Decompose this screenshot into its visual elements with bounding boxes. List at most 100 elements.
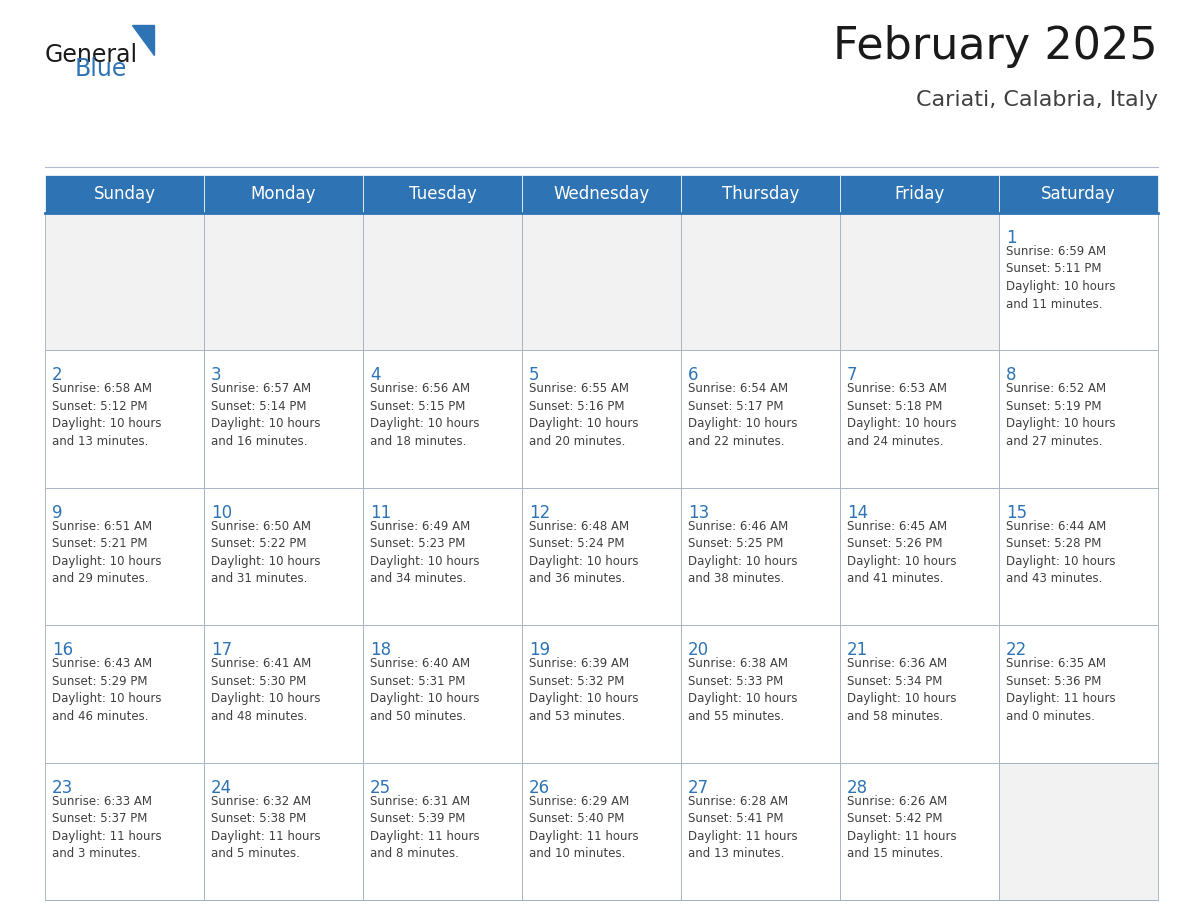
Text: 3: 3 bbox=[211, 366, 222, 385]
Text: Cariati, Calabria, Italy: Cariati, Calabria, Italy bbox=[916, 90, 1158, 110]
Bar bbox=[522, 351, 681, 487]
Text: 8: 8 bbox=[1006, 366, 1017, 385]
Text: 5: 5 bbox=[529, 366, 539, 385]
Text: Sunrise: 6:54 AM
Sunset: 5:17 PM
Daylight: 10 hours
and 22 minutes.: Sunrise: 6:54 AM Sunset: 5:17 PM Dayligh… bbox=[688, 383, 797, 448]
Text: 28: 28 bbox=[847, 778, 868, 797]
Text: Sunrise: 6:58 AM
Sunset: 5:12 PM
Daylight: 10 hours
and 13 minutes.: Sunrise: 6:58 AM Sunset: 5:12 PM Dayligh… bbox=[52, 383, 162, 448]
Text: Sunrise: 6:46 AM
Sunset: 5:25 PM
Daylight: 10 hours
and 38 minutes.: Sunrise: 6:46 AM Sunset: 5:25 PM Dayligh… bbox=[688, 520, 797, 586]
Text: Monday: Monday bbox=[251, 185, 316, 203]
Bar bbox=[45, 351, 204, 487]
Text: 14: 14 bbox=[847, 504, 868, 521]
Bar bbox=[204, 351, 364, 487]
Text: Sunrise: 6:29 AM
Sunset: 5:40 PM
Daylight: 11 hours
and 10 minutes.: Sunrise: 6:29 AM Sunset: 5:40 PM Dayligh… bbox=[529, 795, 639, 860]
Text: Sunrise: 6:52 AM
Sunset: 5:19 PM
Daylight: 10 hours
and 27 minutes.: Sunrise: 6:52 AM Sunset: 5:19 PM Dayligh… bbox=[1006, 383, 1116, 448]
Bar bbox=[840, 175, 999, 213]
Text: 23: 23 bbox=[52, 778, 74, 797]
Bar bbox=[681, 175, 840, 213]
Bar bbox=[840, 213, 999, 351]
Text: 7: 7 bbox=[847, 366, 858, 385]
Bar bbox=[840, 487, 999, 625]
Text: Sunrise: 6:48 AM
Sunset: 5:24 PM
Daylight: 10 hours
and 36 minutes.: Sunrise: 6:48 AM Sunset: 5:24 PM Dayligh… bbox=[529, 520, 638, 586]
Text: Sunrise: 6:33 AM
Sunset: 5:37 PM
Daylight: 11 hours
and 3 minutes.: Sunrise: 6:33 AM Sunset: 5:37 PM Dayligh… bbox=[52, 795, 162, 860]
Bar bbox=[364, 487, 522, 625]
Text: 1: 1 bbox=[1006, 229, 1017, 247]
Text: 26: 26 bbox=[529, 778, 550, 797]
Bar bbox=[999, 487, 1158, 625]
Text: Sunrise: 6:57 AM
Sunset: 5:14 PM
Daylight: 10 hours
and 16 minutes.: Sunrise: 6:57 AM Sunset: 5:14 PM Dayligh… bbox=[211, 383, 321, 448]
Text: Sunrise: 6:28 AM
Sunset: 5:41 PM
Daylight: 11 hours
and 13 minutes.: Sunrise: 6:28 AM Sunset: 5:41 PM Dayligh… bbox=[688, 795, 797, 860]
Bar bbox=[364, 213, 522, 351]
Text: 22: 22 bbox=[1006, 641, 1028, 659]
Text: Sunrise: 6:45 AM
Sunset: 5:26 PM
Daylight: 10 hours
and 41 minutes.: Sunrise: 6:45 AM Sunset: 5:26 PM Dayligh… bbox=[847, 520, 956, 586]
Bar bbox=[999, 625, 1158, 763]
Text: 4: 4 bbox=[369, 366, 380, 385]
Text: Sunrise: 6:36 AM
Sunset: 5:34 PM
Daylight: 10 hours
and 58 minutes.: Sunrise: 6:36 AM Sunset: 5:34 PM Dayligh… bbox=[847, 657, 956, 722]
Text: 2: 2 bbox=[52, 366, 63, 385]
Text: Sunrise: 6:41 AM
Sunset: 5:30 PM
Daylight: 10 hours
and 48 minutes.: Sunrise: 6:41 AM Sunset: 5:30 PM Dayligh… bbox=[211, 657, 321, 722]
Text: 18: 18 bbox=[369, 641, 391, 659]
Bar bbox=[364, 625, 522, 763]
Bar bbox=[204, 213, 364, 351]
Bar bbox=[681, 213, 840, 351]
Text: Sunrise: 6:56 AM
Sunset: 5:15 PM
Daylight: 10 hours
and 18 minutes.: Sunrise: 6:56 AM Sunset: 5:15 PM Dayligh… bbox=[369, 383, 480, 448]
Text: 9: 9 bbox=[52, 504, 63, 521]
Text: Sunrise: 6:32 AM
Sunset: 5:38 PM
Daylight: 11 hours
and 5 minutes.: Sunrise: 6:32 AM Sunset: 5:38 PM Dayligh… bbox=[211, 795, 321, 860]
Text: 20: 20 bbox=[688, 641, 709, 659]
Bar bbox=[999, 763, 1158, 900]
Bar bbox=[681, 351, 840, 487]
Text: 19: 19 bbox=[529, 641, 550, 659]
Text: Sunrise: 6:49 AM
Sunset: 5:23 PM
Daylight: 10 hours
and 34 minutes.: Sunrise: 6:49 AM Sunset: 5:23 PM Dayligh… bbox=[369, 520, 480, 586]
Text: 16: 16 bbox=[52, 641, 74, 659]
Text: Sunrise: 6:55 AM
Sunset: 5:16 PM
Daylight: 10 hours
and 20 minutes.: Sunrise: 6:55 AM Sunset: 5:16 PM Dayligh… bbox=[529, 383, 638, 448]
Bar bbox=[840, 625, 999, 763]
Text: Sunday: Sunday bbox=[94, 185, 156, 203]
Bar bbox=[364, 351, 522, 487]
Bar bbox=[364, 763, 522, 900]
Bar bbox=[999, 213, 1158, 351]
Bar bbox=[522, 487, 681, 625]
Text: Sunrise: 6:39 AM
Sunset: 5:32 PM
Daylight: 10 hours
and 53 minutes.: Sunrise: 6:39 AM Sunset: 5:32 PM Dayligh… bbox=[529, 657, 638, 722]
Text: Sunrise: 6:53 AM
Sunset: 5:18 PM
Daylight: 10 hours
and 24 minutes.: Sunrise: 6:53 AM Sunset: 5:18 PM Dayligh… bbox=[847, 383, 956, 448]
Bar bbox=[999, 351, 1158, 487]
Text: Thursday: Thursday bbox=[722, 185, 800, 203]
Text: 12: 12 bbox=[529, 504, 550, 521]
Text: Sunrise: 6:51 AM
Sunset: 5:21 PM
Daylight: 10 hours
and 29 minutes.: Sunrise: 6:51 AM Sunset: 5:21 PM Dayligh… bbox=[52, 520, 162, 586]
Bar bbox=[840, 351, 999, 487]
Text: Sunrise: 6:26 AM
Sunset: 5:42 PM
Daylight: 11 hours
and 15 minutes.: Sunrise: 6:26 AM Sunset: 5:42 PM Dayligh… bbox=[847, 795, 956, 860]
Bar bbox=[681, 625, 840, 763]
Text: Friday: Friday bbox=[895, 185, 944, 203]
Bar bbox=[45, 625, 204, 763]
Text: 24: 24 bbox=[211, 778, 232, 797]
Text: 10: 10 bbox=[211, 504, 232, 521]
Text: Sunrise: 6:50 AM
Sunset: 5:22 PM
Daylight: 10 hours
and 31 minutes.: Sunrise: 6:50 AM Sunset: 5:22 PM Dayligh… bbox=[211, 520, 321, 586]
Text: February 2025: February 2025 bbox=[833, 25, 1158, 68]
Bar bbox=[204, 487, 364, 625]
Bar bbox=[45, 763, 204, 900]
Text: 17: 17 bbox=[211, 641, 232, 659]
Bar bbox=[522, 763, 681, 900]
Bar bbox=[204, 175, 364, 213]
Bar bbox=[522, 625, 681, 763]
Text: Sunrise: 6:59 AM
Sunset: 5:11 PM
Daylight: 10 hours
and 11 minutes.: Sunrise: 6:59 AM Sunset: 5:11 PM Dayligh… bbox=[1006, 245, 1116, 310]
Text: Tuesday: Tuesday bbox=[409, 185, 476, 203]
Text: Saturday: Saturday bbox=[1041, 185, 1116, 203]
Bar bbox=[681, 763, 840, 900]
Text: 27: 27 bbox=[688, 778, 709, 797]
Bar bbox=[204, 763, 364, 900]
Bar bbox=[522, 175, 681, 213]
Bar bbox=[522, 213, 681, 351]
Text: Wednesday: Wednesday bbox=[554, 185, 650, 203]
Text: 25: 25 bbox=[369, 778, 391, 797]
Text: Sunrise: 6:35 AM
Sunset: 5:36 PM
Daylight: 11 hours
and 0 minutes.: Sunrise: 6:35 AM Sunset: 5:36 PM Dayligh… bbox=[1006, 657, 1116, 722]
Text: 13: 13 bbox=[688, 504, 709, 521]
Text: 6: 6 bbox=[688, 366, 699, 385]
Polygon shape bbox=[132, 25, 154, 55]
Text: Sunrise: 6:44 AM
Sunset: 5:28 PM
Daylight: 10 hours
and 43 minutes.: Sunrise: 6:44 AM Sunset: 5:28 PM Dayligh… bbox=[1006, 520, 1116, 586]
Bar bbox=[999, 175, 1158, 213]
Text: Sunrise: 6:40 AM
Sunset: 5:31 PM
Daylight: 10 hours
and 50 minutes.: Sunrise: 6:40 AM Sunset: 5:31 PM Dayligh… bbox=[369, 657, 480, 722]
Text: 21: 21 bbox=[847, 641, 868, 659]
Text: Blue: Blue bbox=[75, 57, 127, 81]
Bar bbox=[681, 487, 840, 625]
Bar bbox=[840, 763, 999, 900]
Text: General: General bbox=[45, 43, 138, 67]
